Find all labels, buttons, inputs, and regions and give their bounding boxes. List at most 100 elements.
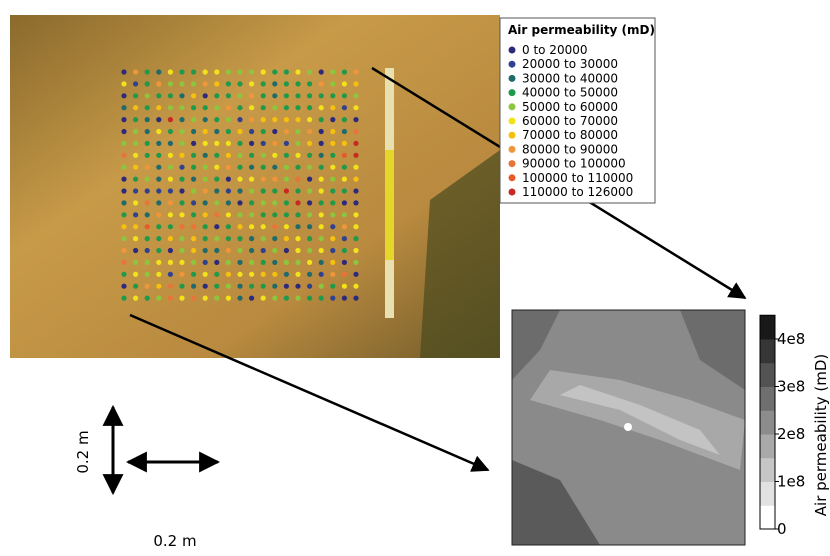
contour-map	[512, 310, 745, 545]
dot	[168, 69, 173, 74]
dot	[237, 212, 242, 217]
legend-label: 50000 to 60000	[522, 100, 618, 114]
dot	[249, 188, 254, 193]
dot	[342, 117, 347, 122]
dot	[330, 284, 335, 289]
dot	[226, 105, 231, 110]
dot	[237, 248, 242, 253]
dot	[121, 260, 126, 265]
dot	[237, 81, 242, 86]
dot	[353, 236, 358, 241]
dot	[226, 272, 231, 277]
dot	[226, 260, 231, 265]
colorbar-band	[760, 315, 775, 339]
dot	[179, 165, 184, 170]
figure: Air permeability (mD) 0 to 2000020000 to…	[0, 0, 830, 552]
dot	[156, 153, 161, 158]
dot	[145, 260, 150, 265]
colorbar-tick-label: 3e8	[777, 378, 805, 396]
scale-label: 0.2 m	[153, 532, 196, 550]
dot	[272, 248, 277, 253]
dot	[261, 165, 266, 170]
dot	[272, 260, 277, 265]
dot	[214, 129, 219, 134]
dot	[214, 165, 219, 170]
dot	[145, 224, 150, 229]
dot	[203, 153, 208, 158]
legend-marker	[509, 174, 516, 181]
dot	[272, 236, 277, 241]
dot	[203, 105, 208, 110]
dot	[353, 69, 358, 74]
dot	[121, 224, 126, 229]
dot	[330, 165, 335, 170]
dot	[307, 129, 312, 134]
dot	[121, 248, 126, 253]
dot	[133, 117, 138, 122]
colorbar-band	[760, 505, 775, 529]
dot	[237, 236, 242, 241]
dot	[237, 177, 242, 182]
dot	[353, 296, 358, 301]
dot	[330, 296, 335, 301]
dot	[191, 236, 196, 241]
dot	[156, 141, 161, 146]
dot	[203, 165, 208, 170]
dot	[226, 117, 231, 122]
dot	[121, 284, 126, 289]
dot	[133, 272, 138, 277]
dot	[191, 141, 196, 146]
dot	[330, 177, 335, 182]
legend-label: 90000 to 100000	[522, 157, 626, 171]
dot	[330, 272, 335, 277]
dot	[121, 236, 126, 241]
dot	[121, 141, 126, 146]
dot	[284, 236, 289, 241]
dot	[272, 177, 277, 182]
dot	[191, 105, 196, 110]
dot	[261, 284, 266, 289]
dot	[272, 81, 277, 86]
dot	[342, 165, 347, 170]
dot	[156, 93, 161, 98]
dot	[133, 248, 138, 253]
dot	[261, 81, 266, 86]
dot	[295, 212, 300, 217]
dot	[353, 284, 358, 289]
dot	[226, 296, 231, 301]
dot	[203, 188, 208, 193]
dot	[353, 81, 358, 86]
colorbar-band	[760, 387, 775, 411]
dot	[133, 188, 138, 193]
dot	[121, 117, 126, 122]
legend-marker	[509, 160, 516, 167]
dot	[353, 153, 358, 158]
dot	[353, 165, 358, 170]
dot	[191, 177, 196, 182]
dot	[203, 93, 208, 98]
dot	[191, 69, 196, 74]
dot	[307, 165, 312, 170]
dot	[145, 296, 150, 301]
dot	[295, 177, 300, 182]
dot	[307, 188, 312, 193]
dot	[284, 296, 289, 301]
dot	[353, 105, 358, 110]
colorbar-tick-label: 2e8	[777, 425, 805, 443]
dot	[203, 212, 208, 217]
dot	[353, 129, 358, 134]
dot	[226, 284, 231, 289]
dot	[342, 248, 347, 253]
dot	[214, 177, 219, 182]
dot	[191, 200, 196, 205]
colorbar-band	[760, 410, 775, 434]
dot	[121, 93, 126, 98]
dot	[156, 284, 161, 289]
dot	[145, 81, 150, 86]
dot	[226, 141, 231, 146]
dot	[145, 117, 150, 122]
dot	[226, 153, 231, 158]
dot	[237, 200, 242, 205]
legend-marker	[509, 75, 516, 82]
dot	[261, 260, 266, 265]
